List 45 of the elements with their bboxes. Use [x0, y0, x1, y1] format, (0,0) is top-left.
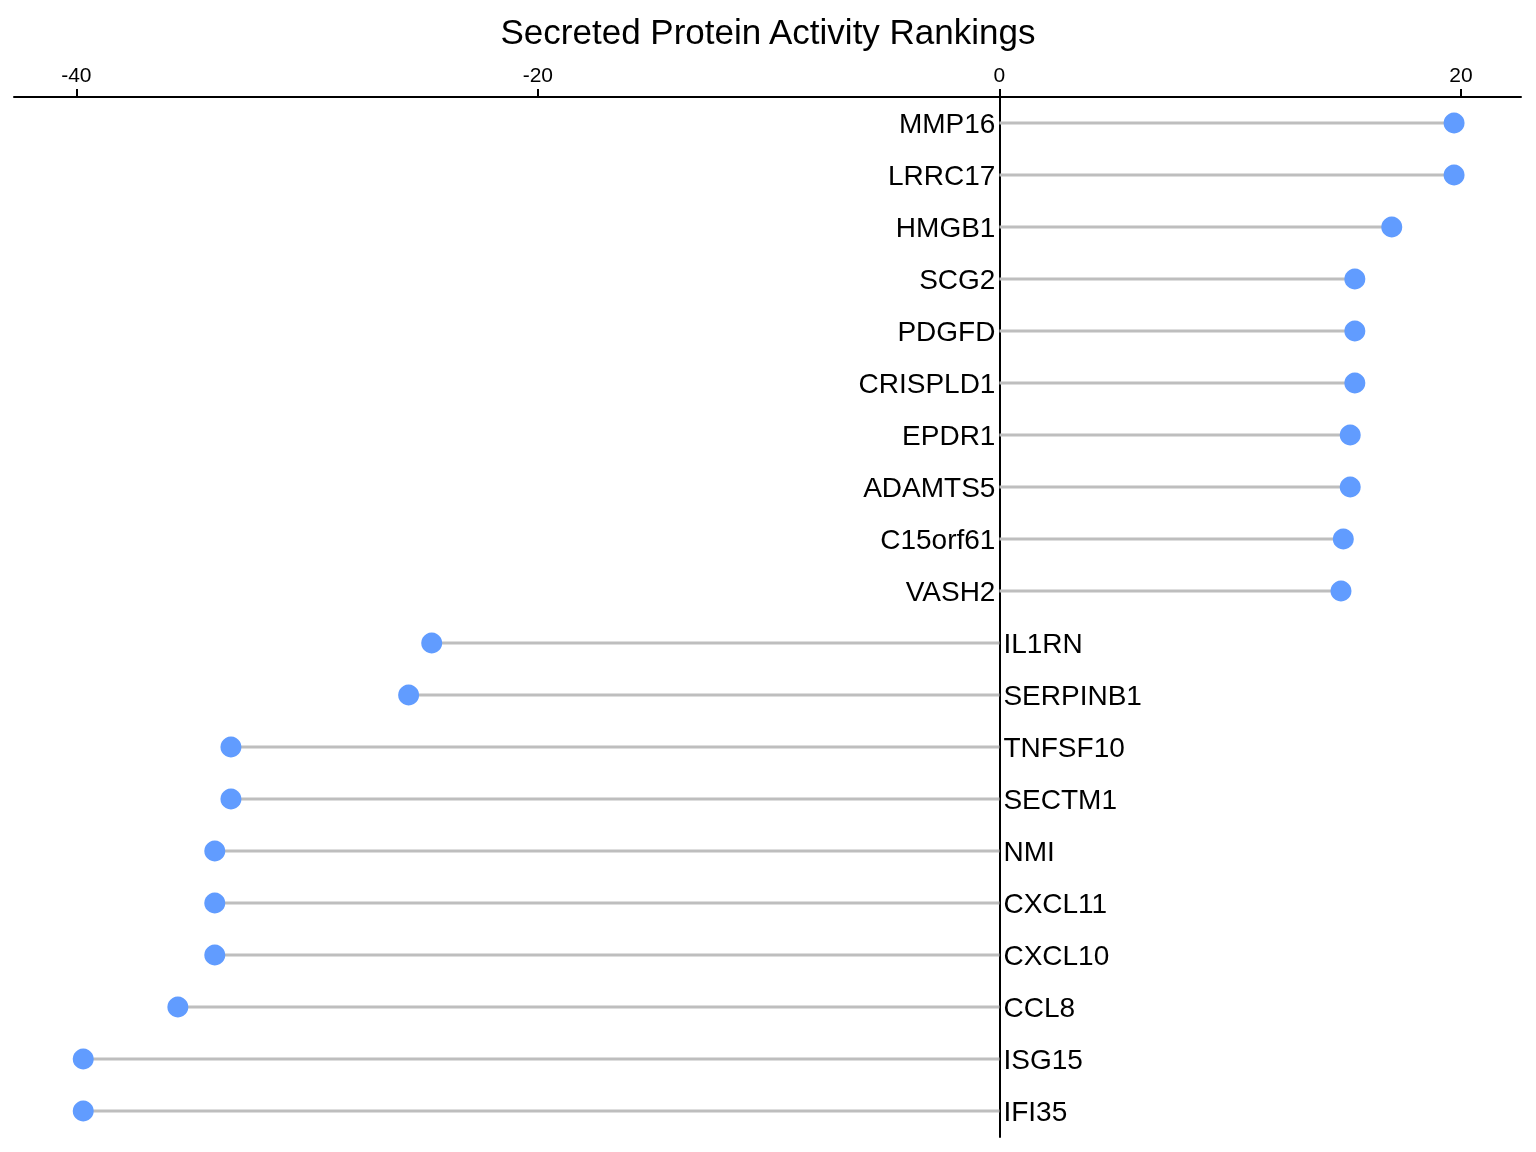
point: [72, 1048, 94, 1070]
y-tick-label: SECTM1: [1003, 783, 1118, 815]
point: [398, 684, 420, 706]
point: [1443, 112, 1465, 134]
x-tick-label: -40: [61, 63, 92, 86]
point: [1381, 216, 1403, 238]
point: [1344, 320, 1366, 342]
y-tick-label: TNFSF10: [1003, 731, 1125, 763]
y-tick-label: PDGFD: [897, 315, 996, 347]
point: [167, 996, 189, 1018]
y-tick-label: ADAMTS5: [863, 471, 996, 503]
point: [1344, 372, 1366, 394]
point: [1332, 528, 1354, 550]
y-tick-label: CXCL11: [1003, 887, 1108, 919]
point: [204, 944, 226, 966]
y-tick-label: ISG15: [1003, 1043, 1083, 1075]
x-tick-label: -20: [522, 63, 554, 86]
point: [1443, 164, 1465, 186]
y-tick-label: CRISPLD1: [858, 367, 996, 399]
y-tick-label: LRRC17: [888, 159, 996, 191]
point: [1330, 580, 1352, 602]
x-tick-label: 20: [1449, 63, 1473, 86]
y-tick-label: CCL8: [1003, 991, 1076, 1023]
chart-title: Secreted Protein Activity Rankings: [500, 12, 1036, 51]
point: [421, 632, 443, 654]
y-tick-label: SCG2: [919, 263, 996, 295]
point: [204, 892, 226, 914]
point: [1339, 424, 1361, 446]
y-tick-label: VASH2: [905, 575, 996, 607]
point: [1344, 268, 1366, 290]
y-tick-label: IFI35: [1003, 1095, 1068, 1127]
y-tick-label: CXCL10: [1003, 939, 1110, 971]
y-tick-label: C15orf61: [880, 523, 996, 555]
y-tick-label: MMP16: [898, 107, 996, 139]
point: [204, 840, 226, 862]
y-tick-label: EPDR1: [902, 419, 996, 451]
y-tick-label: NMI: [1003, 835, 1055, 867]
y-tick-label: SERPINB1: [1003, 679, 1142, 711]
y-tick-label: IL1RN: [1003, 627, 1083, 659]
point: [1339, 476, 1361, 498]
point: [72, 1100, 94, 1122]
x-tick-label: 0: [993, 63, 1006, 86]
point: [220, 736, 242, 758]
point: [220, 788, 242, 810]
y-tick-label: HMGB1: [895, 211, 996, 243]
